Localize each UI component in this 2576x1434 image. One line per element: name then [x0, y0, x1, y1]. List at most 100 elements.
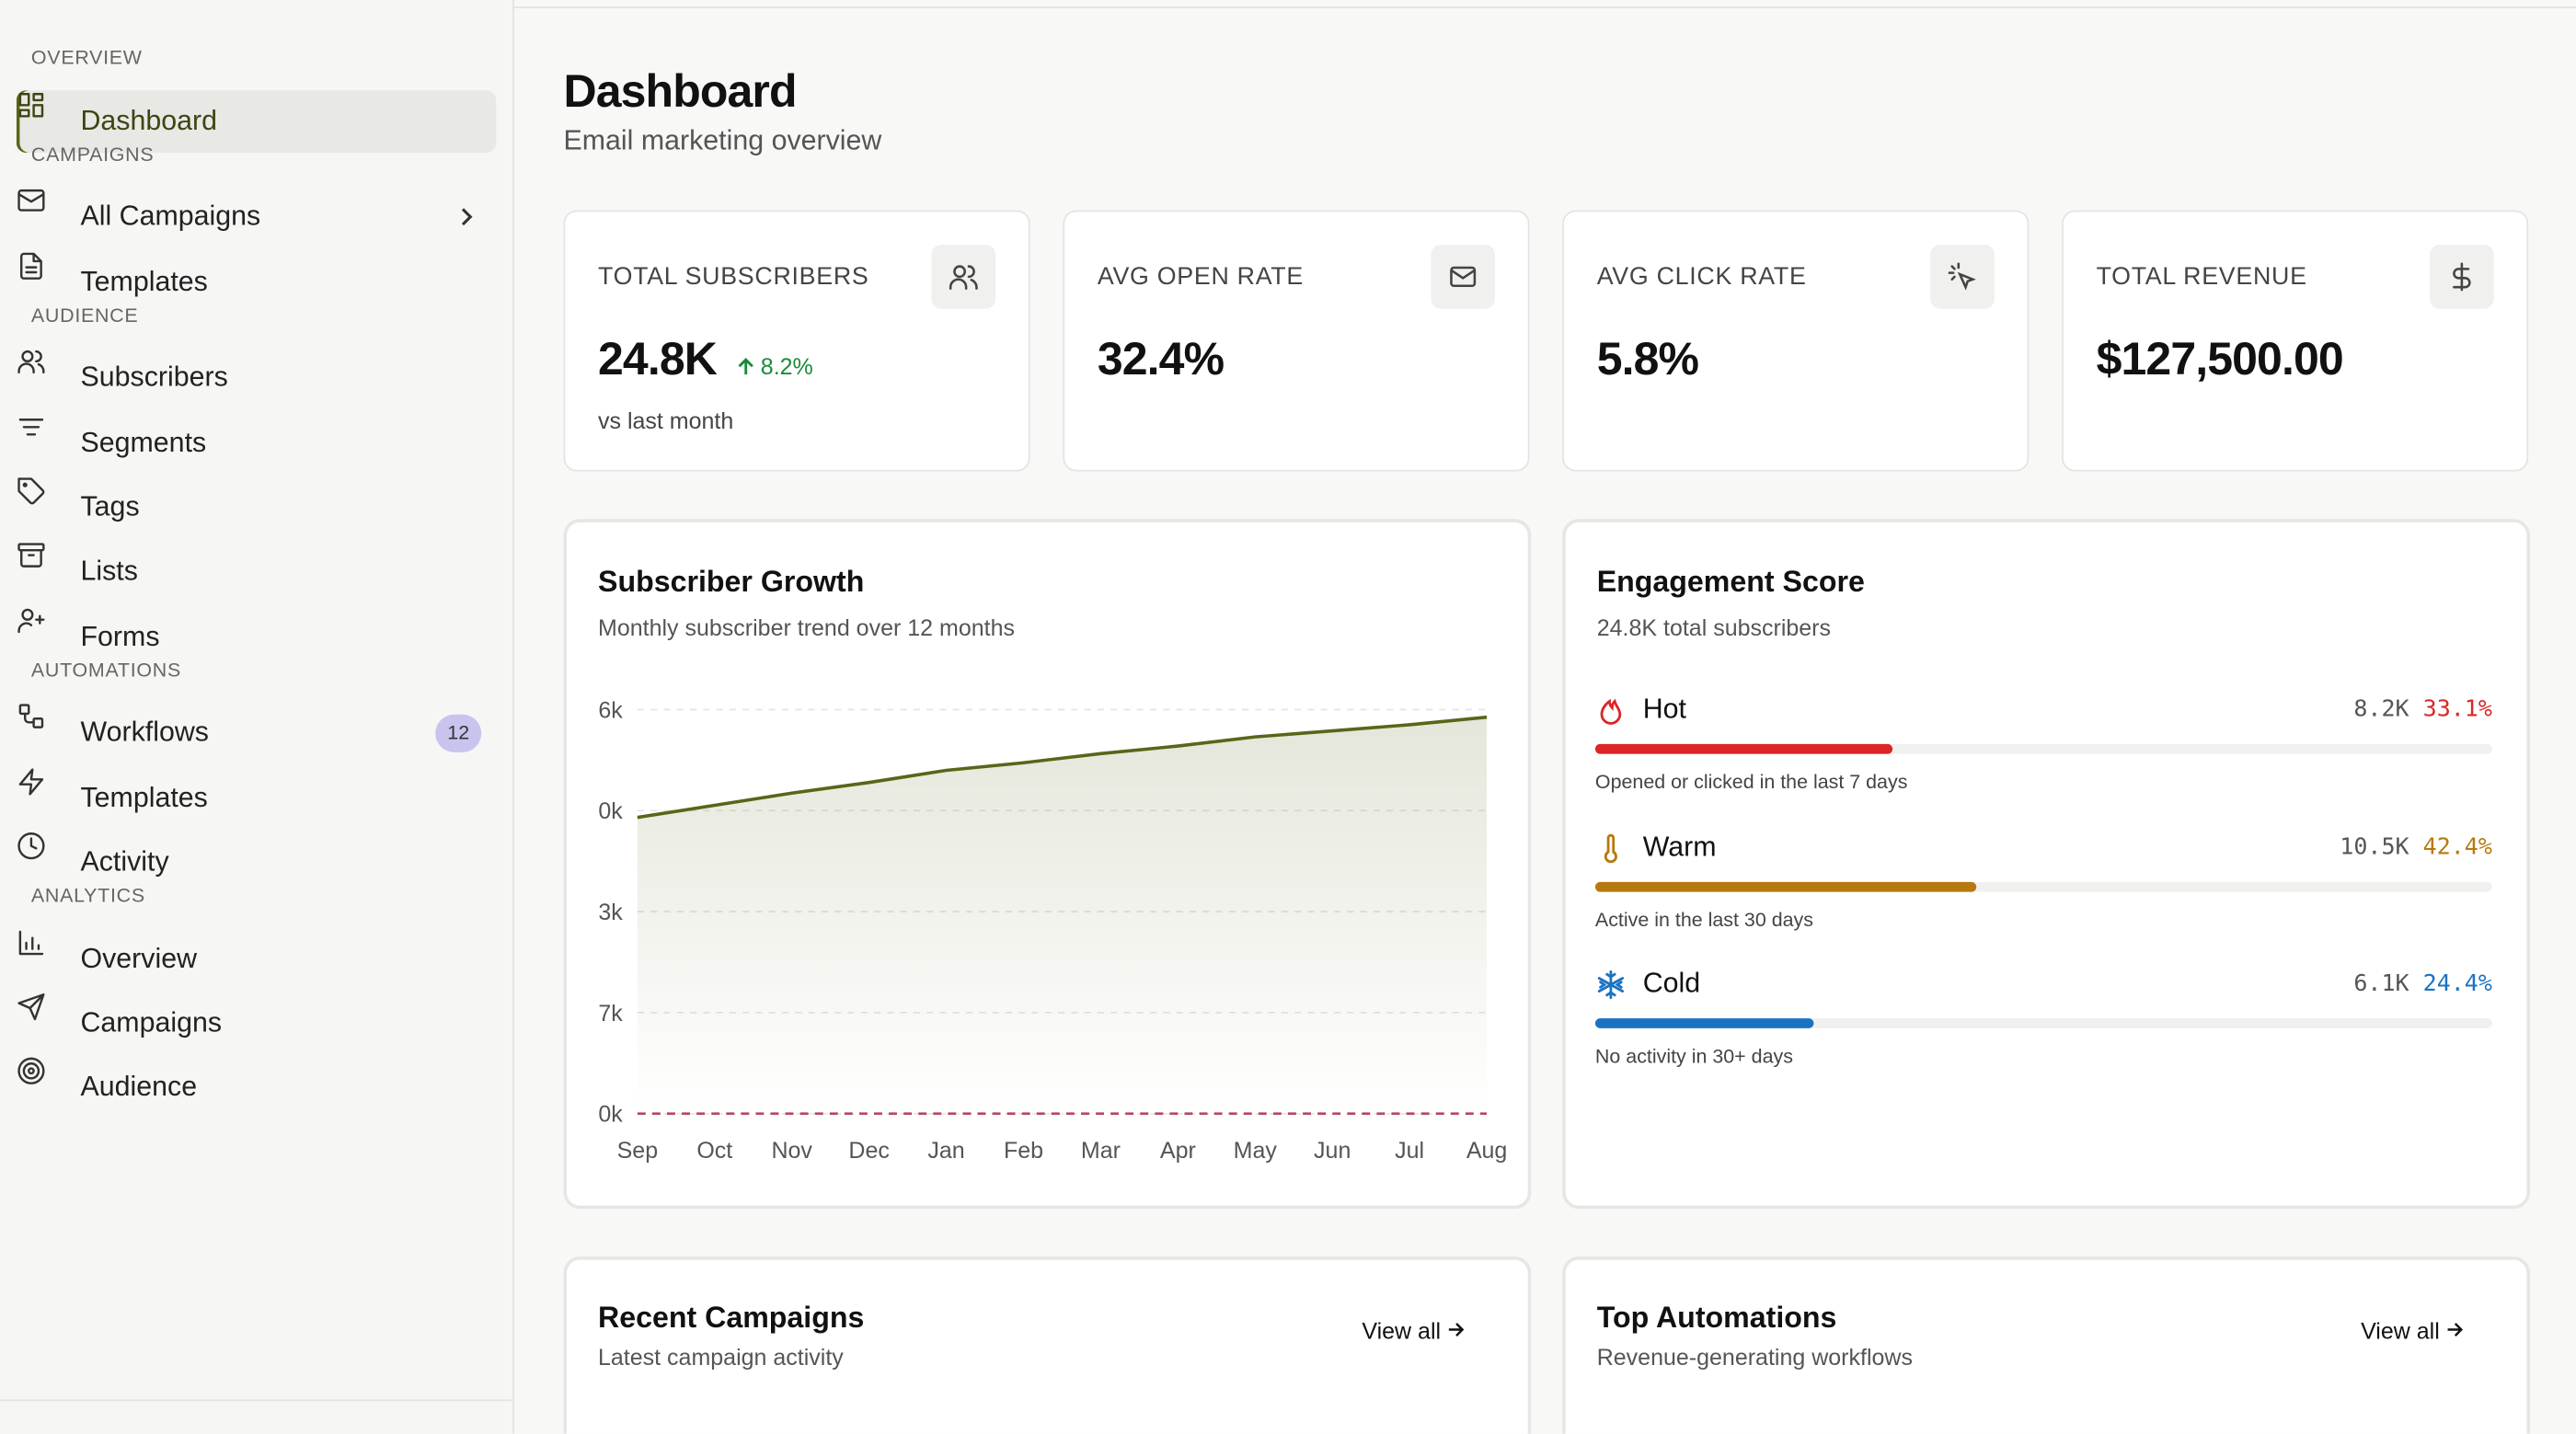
- x-tick-label: Jul: [1395, 1138, 1424, 1164]
- kpi-card: AVG OPEN RATE 32.4%: [1063, 210, 1530, 472]
- bar-track: [1594, 1018, 2492, 1028]
- change-arrow: [738, 358, 753, 375]
- link-text[interactable]: View all: [1362, 1317, 1442, 1344]
- nav-icon: [17, 1058, 45, 1085]
- nav-label[interactable]: Tags: [80, 490, 140, 522]
- segment-stats: 6.1K 24.4%: [2353, 970, 2492, 997]
- section-label: ANALYTICS: [30, 884, 145, 908]
- segment-percent: 33.1%: [2422, 696, 2492, 723]
- nav-label[interactable]: Campaigns: [80, 1006, 223, 1038]
- bar: [1594, 743, 1892, 754]
- sidebar: OVERVIEW Dashboard CAMPAIGNS All Campaigns T…: [0, 0, 514, 1434]
- nav-item[interactable]: Tags: [17, 476, 496, 539]
- nav-item[interactable]: Segments: [17, 412, 496, 475]
- page-subtitle: Email marketing overview: [563, 124, 882, 156]
- segment-description: Active in the last 30 days: [1594, 907, 1813, 931]
- nav-label[interactable]: Forms: [80, 620, 160, 652]
- engagement-card: Engagement Score 24.8K total subscribers: [1562, 519, 2530, 1210]
- nav-label[interactable]: Overview: [80, 942, 198, 974]
- arrow: [2447, 1323, 2463, 1336]
- kpi-value: 24.8K: [598, 333, 718, 384]
- segment-label: Hot: [1642, 693, 1686, 725]
- kpi-icon: [1431, 245, 1495, 309]
- nav-label[interactable]: Dashboard: [80, 104, 218, 136]
- nav-label[interactable]: Workflows: [80, 717, 209, 749]
- kpi-value: 32.4%: [1097, 333, 1225, 384]
- nav-icon: [18, 930, 44, 955]
- card-subtitle: Monthly subscriber trend over 12 months: [598, 614, 1016, 641]
- nav-label[interactable]: Subscribers: [80, 361, 228, 394]
- link-text[interactable]: View all: [2361, 1317, 2440, 1344]
- section-label: AUTOMATIONS: [30, 658, 181, 682]
- nav-item[interactable]: Audience: [17, 1057, 496, 1119]
- card-subtitle: Latest campaign activity: [598, 1343, 844, 1371]
- nav-icon: [18, 767, 44, 796]
- x-tick-label: Nov: [771, 1138, 812, 1164]
- nav-icon: [17, 608, 45, 633]
- kpi-value: $127,500.00: [2096, 333, 2344, 384]
- segment-count: 10.5K: [2340, 833, 2409, 860]
- card-subtitle: Revenue-generating workflows: [1596, 1343, 1913, 1371]
- badge: 12: [435, 715, 482, 753]
- nav-item[interactable]: Templates: [17, 250, 496, 313]
- nav-item[interactable]: Subscribers: [17, 347, 496, 409]
- top-border: [513, 6, 2576, 8]
- kpi-card: TOTAL SUBSCRIBERS 24.8K 8.2% vs last mon…: [563, 210, 1030, 472]
- kpi-icon: [2430, 245, 2494, 309]
- nav-item[interactable]: Templates: [17, 766, 496, 829]
- x-tick-label: Dec: [848, 1138, 889, 1164]
- x-tick-label: Apr: [1160, 1138, 1196, 1164]
- kpi-icon: [1930, 245, 1995, 309]
- bar: [1594, 881, 1976, 891]
- x-tick-label: Aug: [1466, 1138, 1507, 1164]
- segment-icon: [1597, 969, 1625, 1000]
- series-line: [637, 715, 1488, 820]
- segment-label: Warm: [1642, 830, 1717, 862]
- nav-label[interactable]: Lists: [80, 556, 138, 588]
- nav-label[interactable]: Activity: [80, 845, 169, 878]
- nav-icon: [20, 251, 42, 280]
- nav-icon: [17, 832, 45, 860]
- nav-item[interactable]: Activity: [17, 832, 496, 894]
- x-tick-label: Jan: [927, 1138, 964, 1164]
- nav-label[interactable]: Segments: [80, 426, 207, 458]
- nav-label[interactable]: Templates: [80, 781, 208, 813]
- segment-description: Opened or clicked in the last 7 days: [1594, 770, 1908, 794]
- automations-card: Top Automations Revenue-generating workf…: [1562, 1256, 2530, 1434]
- nav-label[interactable]: Audience: [80, 1071, 198, 1103]
- x-tick-label: Mar: [1081, 1138, 1121, 1164]
- bar-track: [1594, 881, 2492, 891]
- y-tick-label: 7k: [598, 1001, 623, 1027]
- segment-percent: 42.4%: [2422, 833, 2492, 860]
- kpi-change: 8.2%: [760, 352, 813, 380]
- kpi-card: AVG CLICK RATE 5.8%: [1562, 210, 2030, 472]
- nav-item[interactable]: Dashboard: [16, 89, 497, 153]
- chevron: [461, 208, 473, 226]
- segment-label: Cold: [1642, 967, 1701, 999]
- nav-item[interactable]: Overview: [17, 928, 496, 991]
- nav-icon: [18, 705, 44, 729]
- nav-item[interactable]: Workflows 12: [17, 702, 496, 764]
- nav-label[interactable]: All Campaigns: [80, 201, 261, 233]
- section-label: OVERVIEW: [30, 46, 143, 69]
- view-all-link[interactable]: View all: [1362, 1317, 1465, 1344]
- nav-item[interactable]: Campaigns: [17, 992, 496, 1055]
- kpi-value: 5.8%: [1596, 333, 1699, 384]
- segment-icon: [1600, 698, 1622, 725]
- bar: [1594, 1018, 1814, 1028]
- segment-percent: 24.4%: [2422, 970, 2492, 997]
- nav-icon: [17, 189, 45, 212]
- card-title: Recent Campaigns: [598, 1301, 865, 1334]
- kpi-label: AVG CLICK RATE: [1596, 262, 1807, 292]
- view-all-link[interactable]: View all: [2361, 1317, 2464, 1344]
- x-tick-label: Jun: [1314, 1138, 1351, 1164]
- nav-label[interactable]: Templates: [80, 265, 208, 297]
- section-label: CAMPAIGNS: [30, 142, 155, 166]
- card-subtitle: 24.8K total subscribers: [1596, 614, 1832, 641]
- segment-count: 6.1K: [2353, 970, 2409, 997]
- nav-item[interactable]: Lists: [17, 541, 496, 603]
- nav-item[interactable]: Forms: [17, 605, 496, 668]
- nav-item[interactable]: All Campaigns: [17, 186, 496, 248]
- segment-stats: 8.2K 33.1%: [2353, 696, 2492, 723]
